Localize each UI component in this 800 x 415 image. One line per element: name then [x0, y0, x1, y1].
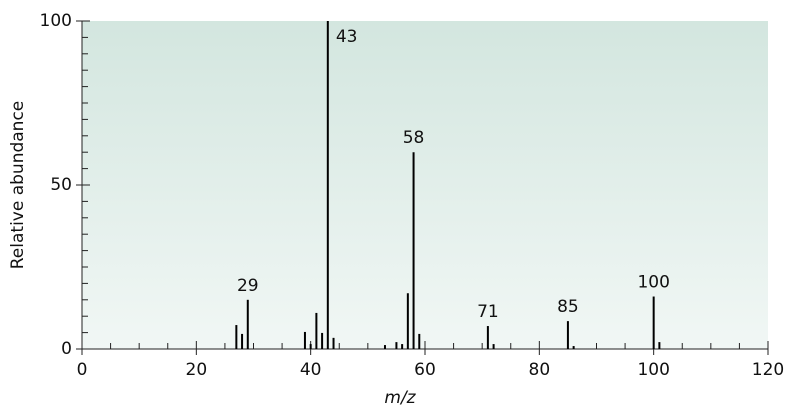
- x-tick-label: 80: [529, 360, 551, 380]
- x-tick-label: 60: [414, 360, 436, 380]
- x-tick-label: 100: [637, 360, 669, 380]
- peak-label: 85: [557, 297, 579, 317]
- x-tick-label: 40: [300, 360, 322, 380]
- y-axis-label: Relative abundance: [8, 101, 28, 270]
- peak-label: 71: [477, 302, 499, 322]
- plot-background: [82, 21, 768, 349]
- y-tick-label: 0: [61, 339, 72, 359]
- y-tick-label: 100: [40, 11, 72, 31]
- y-tick-label: 50: [50, 175, 72, 195]
- peak-label: 100: [637, 273, 669, 293]
- x-tick-label: 120: [752, 360, 784, 380]
- x-axis-label: m/z: [384, 388, 416, 408]
- x-tick-label: 0: [77, 360, 88, 380]
- peak-label: 29: [237, 276, 259, 296]
- x-tick-label: 20: [186, 360, 208, 380]
- peak-label: 43: [336, 27, 358, 47]
- peak-label: 58: [403, 128, 425, 148]
